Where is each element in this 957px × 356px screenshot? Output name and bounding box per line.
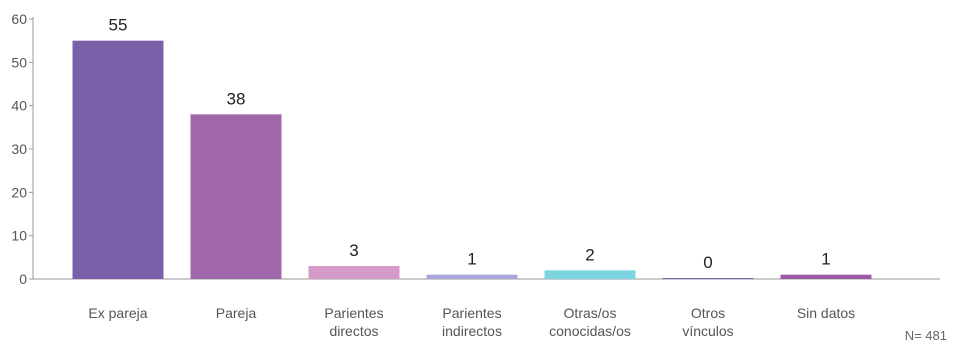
bar — [426, 274, 518, 279]
data-label: 2 — [585, 245, 594, 264]
y-tick-label: 0 — [19, 271, 27, 287]
data-label: 1 — [821, 250, 830, 269]
category-label: Parientes directos — [324, 305, 383, 339]
category-label: Parientes indirectos — [442, 305, 502, 339]
x-axis-labels: Ex pareja Pareja Parientes directos Pariente… — [88, 305, 855, 339]
category-label: Pareja — [216, 305, 257, 321]
data-labels: 55 38 3 1 2 0 1 — [109, 16, 831, 272]
bar — [72, 40, 164, 279]
y-tick-label: 30 — [11, 141, 27, 157]
sample-size-note: N= 481 — [904, 328, 947, 343]
data-label: 1 — [467, 250, 476, 269]
data-label: 0 — [703, 253, 712, 272]
bars — [72, 40, 872, 279]
y-tick-label: 10 — [11, 228, 27, 244]
category-label: Otros vínculos — [682, 305, 733, 339]
category-label: Ex pareja — [88, 305, 147, 321]
data-label: 3 — [349, 241, 358, 260]
bar — [662, 278, 754, 279]
y-tick-label: 50 — [11, 54, 27, 70]
y-tick-label: 20 — [11, 184, 27, 200]
bar — [308, 266, 400, 279]
category-label: Sin datos — [797, 305, 855, 321]
y-tick-label: 40 — [11, 98, 27, 114]
data-label: 55 — [109, 16, 128, 35]
bar — [780, 274, 872, 279]
category-label: Otras/os conocidas/os — [549, 305, 631, 339]
bar — [190, 114, 282, 279]
data-label: 38 — [227, 89, 246, 108]
bar — [544, 270, 636, 279]
y-tick-label: 60 — [11, 11, 27, 27]
